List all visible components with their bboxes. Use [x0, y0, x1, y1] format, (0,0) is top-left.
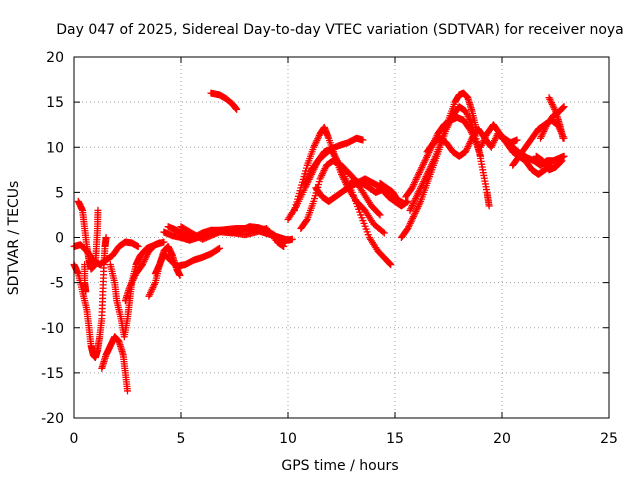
data-point — [280, 243, 288, 251]
x-tick-label: 10 — [279, 431, 297, 447]
series-s9 — [151, 244, 224, 278]
y-tick-label: -5 — [50, 276, 64, 292]
data-points — [70, 89, 568, 395]
data-point — [400, 199, 408, 207]
y-tick-label: 5 — [55, 185, 64, 201]
y-tick-label: -15 — [41, 366, 64, 382]
data-point — [560, 152, 568, 160]
data-point — [559, 103, 567, 111]
data-point — [379, 228, 387, 236]
data-point — [124, 387, 131, 395]
y-axis-label: SDTVAR / TECUs — [6, 181, 22, 296]
series-s3 — [74, 197, 102, 273]
y-tick-label: -10 — [41, 321, 64, 337]
data-point — [156, 239, 164, 247]
y-tick-label: 0 — [55, 231, 64, 247]
y-tick-label: -20 — [41, 411, 64, 427]
data-point — [160, 238, 168, 246]
series-s13 — [207, 89, 241, 113]
y-tick-label: 10 — [46, 140, 64, 156]
data-point — [102, 234, 110, 241]
data-point — [233, 105, 241, 113]
series-s17 — [301, 134, 367, 187]
data-point — [302, 217, 310, 225]
data-point — [485, 202, 493, 210]
data-point — [513, 136, 521, 144]
data-point — [375, 210, 383, 218]
data-point — [560, 103, 568, 111]
data-point — [559, 134, 567, 142]
grid-lines — [74, 57, 609, 418]
series-s4 — [81, 261, 90, 296]
data-point — [284, 235, 292, 243]
data-point — [82, 288, 90, 296]
data-point — [134, 243, 142, 251]
data-point — [380, 229, 388, 237]
data-point — [376, 211, 384, 219]
x-axis-label: GPS time / hours — [281, 458, 398, 474]
data-point — [176, 271, 184, 279]
data-point — [214, 245, 222, 253]
data-point — [558, 157, 566, 165]
x-tick-label: 20 — [493, 431, 511, 447]
series-s12 — [177, 223, 288, 251]
x-tick-label: 5 — [177, 431, 186, 447]
axis-ticks: 0 5 10 15 20 25 -20 -15 -10 -5 0 5 10 15 20 — [41, 50, 618, 447]
series-s7 — [121, 239, 164, 305]
data-point — [216, 244, 224, 252]
y-tick-label: 20 — [46, 50, 64, 66]
chart-title: Day 047 of 2025, Sidereal Day-to-day VTE… — [56, 22, 624, 38]
x-tick-label: 0 — [70, 431, 79, 447]
x-tick-label: 25 — [600, 431, 618, 447]
series-s30 — [545, 94, 567, 142]
data-point — [94, 206, 102, 214]
series-s15 — [290, 123, 388, 237]
data-point — [359, 136, 367, 144]
series-s29 — [537, 103, 568, 142]
data-point — [477, 152, 485, 160]
data-point — [558, 104, 566, 112]
series-s28 — [532, 152, 566, 174]
x-tick-label: 15 — [386, 431, 404, 447]
series-s16 — [297, 157, 384, 232]
y-tick-label: 15 — [46, 95, 64, 111]
series-s20 — [376, 179, 408, 207]
data-point — [556, 158, 564, 166]
series-s5 — [98, 333, 131, 395]
data-point — [557, 158, 565, 166]
series-s23 — [406, 89, 480, 214]
data-point — [404, 197, 412, 205]
data-point — [387, 261, 395, 269]
